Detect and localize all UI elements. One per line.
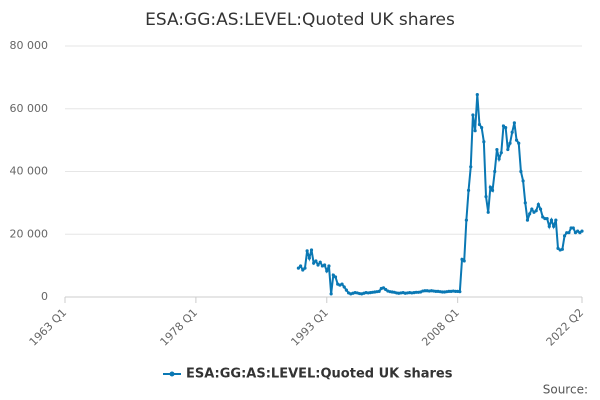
data-point	[562, 234, 567, 238]
data-point	[560, 247, 564, 251]
data-point	[499, 151, 503, 155]
data-point	[309, 248, 314, 252]
data-point	[490, 188, 495, 192]
data-point	[549, 218, 554, 222]
data-point	[340, 282, 344, 286]
x-tick-label: 2022 Q2	[544, 306, 587, 349]
legend-marker	[169, 371, 175, 377]
data-point	[458, 290, 462, 294]
x-tick-label: 2008 Q1	[419, 306, 462, 349]
data-point	[466, 188, 471, 192]
data-point	[322, 263, 327, 267]
data-point	[508, 141, 512, 145]
data-point	[571, 226, 575, 230]
data-point	[331, 273, 335, 277]
data-point	[312, 261, 316, 265]
data-point	[314, 259, 318, 263]
y-tick-label: 80 000	[10, 39, 49, 52]
data-point	[298, 264, 303, 268]
data-point	[316, 263, 320, 267]
chart-title: ESA:GG:AS:LEVEL:Quoted UK shares	[145, 10, 455, 30]
data-point	[488, 185, 492, 189]
data-point	[497, 157, 501, 161]
data-point	[464, 218, 468, 222]
y-tick-label: 0	[41, 290, 48, 303]
data-point	[547, 224, 551, 229]
x-tick-label: 1963 Q1	[27, 306, 70, 349]
data-point	[495, 147, 499, 152]
data-point	[329, 292, 333, 296]
x-tick-label: 1978 Q1	[158, 306, 201, 349]
data-point	[521, 179, 525, 183]
data-point	[523, 201, 527, 205]
y-tick-label: 60 000	[10, 102, 49, 115]
data-point	[462, 259, 466, 263]
data-point	[469, 165, 473, 169]
data-point	[493, 169, 497, 174]
data-point	[305, 249, 309, 253]
data-point	[327, 264, 331, 268]
data-point	[504, 125, 508, 130]
data-point	[296, 266, 301, 270]
data-point	[342, 285, 346, 289]
data-point	[525, 218, 530, 222]
data-point	[333, 275, 338, 279]
data-point	[512, 121, 516, 125]
data-point	[528, 212, 532, 216]
data-point	[473, 129, 477, 133]
data-point	[506, 147, 510, 152]
data-point	[534, 209, 538, 213]
data-point	[301, 268, 305, 272]
y-tick-label: 40 000	[10, 165, 49, 178]
data-point	[477, 122, 482, 127]
data-point	[471, 113, 475, 117]
data-point	[307, 256, 311, 260]
data-point	[377, 289, 381, 293]
data-point	[475, 93, 479, 97]
data-point	[519, 169, 523, 174]
y-tick-label: 20 000	[10, 227, 49, 240]
data-point	[567, 231, 571, 235]
data-point	[318, 260, 322, 264]
data-point	[325, 269, 329, 273]
data-point	[554, 218, 558, 222]
data-point	[484, 195, 488, 199]
data-point	[517, 141, 521, 145]
legend-label: ESA:GG:AS:LEVEL:Quoted UK shares	[186, 367, 453, 382]
data-point	[510, 130, 514, 134]
x-tick-label: 1993 Q1	[288, 306, 331, 349]
data-point	[552, 224, 556, 229]
data-point	[344, 288, 349, 292]
data-point	[580, 229, 584, 233]
data-point	[303, 266, 307, 270]
data-point	[480, 125, 484, 130]
data-point	[530, 207, 534, 211]
data-point	[538, 207, 543, 211]
data-line	[297, 94, 583, 295]
source: Source:	[543, 383, 588, 397]
data-point	[545, 216, 549, 221]
data-point	[536, 202, 540, 207]
data-point	[514, 138, 519, 142]
data-point	[482, 140, 486, 144]
data-point	[486, 210, 490, 214]
